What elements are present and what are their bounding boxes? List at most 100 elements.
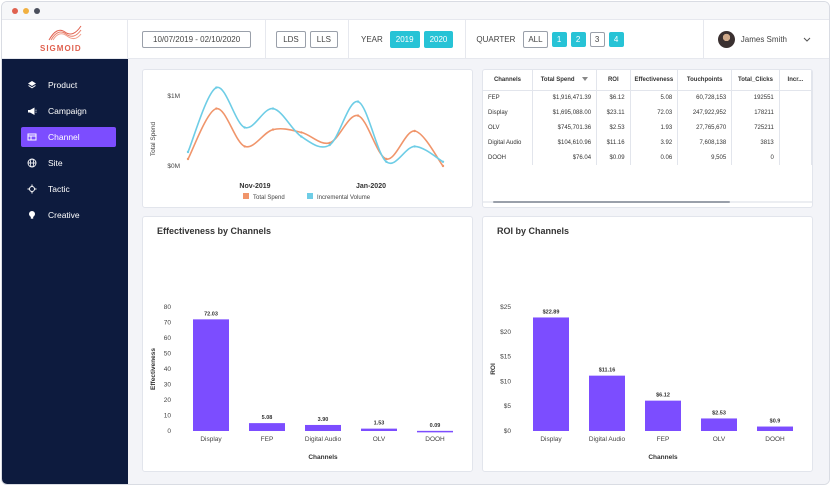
y-tick-label: $10 <box>500 378 511 385</box>
x-tick-label: FEP <box>657 436 670 443</box>
user-menu[interactable]: James Smith <box>702 20 829 58</box>
table-cell: 7,608,138 <box>677 135 733 150</box>
quarter-all-button[interactable]: ALL <box>523 30 548 48</box>
megaphone-icon <box>28 107 37 115</box>
sort-down-icon[interactable] <box>582 76 589 81</box>
table-cell <box>779 135 812 150</box>
sidebar-item-tactic[interactable]: Tactic <box>21 179 116 199</box>
year-label: YEAR <box>360 34 383 44</box>
data-point[interactable] <box>271 107 275 110</box>
table-row[interactable]: FEP $1,916,471.39 $6.12 5.08 60,728,153 19255… <box>483 90 812 105</box>
table-cell <box>779 150 812 165</box>
year-2019-button[interactable]: 2019 <box>389 30 420 48</box>
data-point[interactable] <box>271 128 275 131</box>
filter-lls-button[interactable]: LLS <box>309 30 338 48</box>
data-point[interactable] <box>356 100 360 103</box>
table-cell <box>779 120 812 135</box>
data-point[interactable] <box>356 114 360 117</box>
y-tick-label: $20 <box>500 329 511 336</box>
quarter-3-button[interactable]: 3 <box>589 31 605 47</box>
filter-section: LDS LLS <box>266 20 349 58</box>
data-label: 1.53 <box>374 421 385 427</box>
data-point[interactable] <box>300 135 303 138</box>
data-point[interactable] <box>385 157 388 161</box>
effectiveness-bar-chart: 0 10 20 30 40 50 60 70 80 Effectiveness 72.03 Displ… <box>150 304 453 461</box>
data-point[interactable] <box>215 107 218 110</box>
top-bar: SIGMOID 10/07/2019 - 02/10/2020 LDS LLS … <box>2 20 829 59</box>
table-cell: 5.08 <box>630 90 679 105</box>
x-tick-label: Digital Audio <box>305 436 342 443</box>
data-label: 0.09 <box>430 423 441 429</box>
series-line <box>187 107 444 167</box>
bar[interactable] <box>757 426 793 431</box>
bar[interactable] <box>645 400 681 431</box>
bar[interactable] <box>305 424 341 431</box>
data-point[interactable] <box>413 145 416 148</box>
data-point[interactable] <box>186 157 190 161</box>
bar[interactable] <box>249 423 285 431</box>
data-point[interactable] <box>441 160 445 163</box>
sidebar-item-channel[interactable]: Channel <box>21 127 116 147</box>
window-chrome <box>2 2 829 20</box>
y-tick-label: 80 <box>164 304 172 311</box>
date-range-picker[interactable]: 10/07/2019 - 02/10/2020 <box>142 30 252 48</box>
data-point[interactable] <box>441 164 445 168</box>
column-header-incremental[interactable]: Incr... <box>779 70 812 91</box>
channel-icon <box>27 133 37 141</box>
legend-label-incremental-volume: Incremental Volume <box>317 195 371 201</box>
table-row[interactable]: Digital Audio $104,610.96 $11.16 3.92 7,608,… <box>483 135 812 150</box>
close-dot-icon[interactable] <box>12 7 18 14</box>
quarter-2-button[interactable]: 2 <box>570 31 586 47</box>
data-point[interactable] <box>385 160 388 163</box>
quarter-4-button[interactable]: 4 <box>608 31 624 47</box>
y-tick-label: 50 <box>164 351 172 358</box>
table-cell: $104,610.96 <box>532 135 598 150</box>
sidebar-item-product[interactable]: Product <box>21 75 116 95</box>
data-point[interactable] <box>215 86 218 89</box>
maximize-dot-icon[interactable] <box>34 7 40 14</box>
table-cell: $2.53 <box>596 120 631 135</box>
sidebar: Product Campaign Channel Site Tactic Cre… <box>2 59 128 484</box>
data-point[interactable] <box>300 131 303 134</box>
series-line <box>187 86 444 165</box>
year-2020-button[interactable]: 2020 <box>423 30 454 48</box>
column-header-channels[interactable]: Channels <box>483 70 533 91</box>
quarter-label: QUARTER <box>476 34 516 44</box>
year-section: YEAR 2019 2020 <box>349 20 467 58</box>
data-point[interactable] <box>243 126 246 129</box>
bar[interactable] <box>193 319 229 431</box>
horizontal-scrollbar-track[interactable] <box>483 201 812 203</box>
column-header-effectiveness[interactable]: Effectiveness <box>630 70 679 91</box>
sidebar-item-creative[interactable]: Creative <box>21 205 116 225</box>
data-point[interactable] <box>243 145 246 148</box>
x-axis-label: Channels <box>308 454 338 461</box>
table-cell: $1,695,088.00 <box>532 105 598 120</box>
column-header-touchpoints[interactable]: Touchpoints <box>677 70 733 91</box>
logo[interactable]: SIGMOID <box>2 20 128 58</box>
table-cell: FEP <box>483 90 533 105</box>
bar[interactable] <box>589 375 625 431</box>
y-tick-label: 40 <box>164 366 172 373</box>
bar[interactable] <box>533 317 569 431</box>
column-header-roi[interactable]: ROI <box>596 70 631 91</box>
minimize-dot-icon[interactable] <box>23 7 29 14</box>
bar[interactable] <box>701 418 737 431</box>
column-header-total-spend[interactable]: Total Spend <box>532 70 598 91</box>
data-point[interactable] <box>413 129 416 133</box>
data-point[interactable] <box>186 150 190 154</box>
sidebar-item-site[interactable]: Site <box>21 153 116 173</box>
table-row[interactable]: OLV $745,701.36 $2.53 1.93 27,765,670 725211 <box>483 120 812 135</box>
data-label: $2.53 <box>712 410 726 416</box>
horizontal-scrollbar-thumb[interactable] <box>493 201 730 203</box>
sidebar-item-campaign[interactable]: Campaign <box>21 101 116 121</box>
quarter-1-button[interactable]: 1 <box>551 31 567 47</box>
x-tick-label: DOOH <box>425 436 445 443</box>
table-row[interactable]: Display $1,695,088.00 $23.11 72.03 247,922,9… <box>483 105 812 120</box>
y-tick-label: $1M <box>167 93 180 100</box>
filter-lds-button[interactable]: LDS <box>276 30 306 48</box>
bar[interactable] <box>417 430 453 433</box>
table-row[interactable]: DOOH $76.04 $0.09 0.06 9,505 0 <box>483 150 812 165</box>
column-header-total-clicks[interactable]: Total_Clicks <box>731 70 780 91</box>
bar[interactable] <box>361 428 397 431</box>
data-point[interactable] <box>328 143 331 147</box>
